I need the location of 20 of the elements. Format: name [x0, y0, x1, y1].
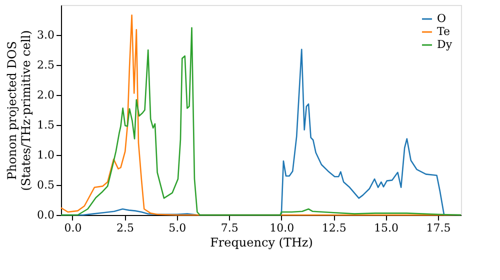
x-tick-label: 5.0 [168, 222, 186, 234]
x-tick-label: 15.0 [374, 222, 399, 234]
y-tick-label: 1.5 [37, 118, 54, 132]
x-tick-label: 12.5 [322, 222, 346, 234]
y-tick-label: 3.0 [37, 28, 54, 42]
x-tick-label: 0.0 [64, 222, 82, 234]
y-axis-title: Phonon projected DOS (States/THz·primitive cell) [5, 30, 34, 191]
x-tick-label: 2.5 [116, 222, 134, 234]
x-tick-label: 7.5 [220, 222, 238, 234]
x-axis-title: Frequency (THz) [210, 236, 313, 250]
legend-label: Dy [437, 38, 453, 51]
y-tick-label: 0.5 [37, 178, 54, 192]
y-tick-label: 1.0 [37, 148, 54, 162]
x-tick-label: 17.5 [426, 222, 451, 234]
x-tick-label: 10.0 [270, 222, 294, 234]
y-tick-label: 2.5 [37, 58, 54, 72]
y-tick-label: 2.0 [37, 88, 54, 102]
legend-label: Te [437, 25, 450, 38]
legend-label: O [437, 12, 446, 25]
y-tick-label: 0.0 [37, 208, 54, 222]
